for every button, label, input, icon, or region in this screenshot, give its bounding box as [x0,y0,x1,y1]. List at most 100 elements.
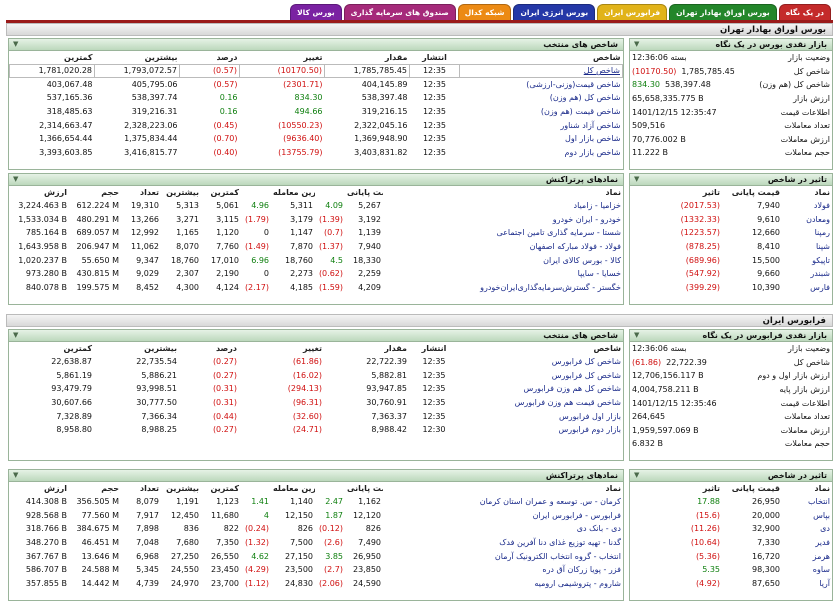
table-row[interactable]: 3,224.463 B 612.224 M 19,310 5,313 5,061 4.96… [9,199,623,213]
collapse-arrow-icon[interactable]: ▼ [634,175,640,183]
tab-1[interactable]: بورس اوراق بهادار تهران [669,4,777,21]
symbol[interactable]: فدیر [815,538,830,548]
table-row[interactable]: (11.26) 32,900 دی [630,522,832,536]
table-row[interactable]: 840.078 B 199.575 M 8,452 4,300 4,124 (2.17) 4… [9,281,623,295]
table-row[interactable]: 318,485.63 319,216.31 0.16 494.66 319,216.15… [10,105,623,119]
collapse-arrow-icon[interactable]: ▼ [634,40,640,48]
table-row[interactable]: 22,638.87 22,735.54 (0.27) (61.86) 22,722.39… [9,355,623,369]
tab-6[interactable]: بورس کالا [290,4,342,21]
index-name[interactable]: شاخص کل فرابورس [551,370,621,380]
collapse-arrow-icon[interactable]: ▼ [13,175,19,183]
symbol[interactable]: رمپنا [814,228,830,238]
active-name[interactable]: فولاد - فولاد مبارکه اصفهان [529,242,621,252]
active-name[interactable]: خسایا - سایپا [577,269,621,279]
tab-5[interactable]: صندوق های سرمایه گذاری [343,4,456,21]
index-name[interactable]: بازار دوم فرابورس [558,425,621,435]
tab-3[interactable]: بورس انرژی ایران [513,4,596,21]
symbol[interactable]: دی [820,524,830,534]
table-row[interactable]: (4.92) 87,650 آریا [630,577,832,591]
symbol[interactable]: شبندر [810,269,830,279]
symbol[interactable]: ومعادن [806,214,830,224]
active-name[interactable]: خودرو - ایران خودرو [552,214,621,224]
table-row[interactable]: 7,328.89 7,366.34 (0.44) (32.60) 7,363.37 12:… [9,409,623,423]
symbol[interactable]: فارس [810,282,830,292]
collapse-arrow-icon[interactable]: ▼ [634,331,640,339]
table-row[interactable]: (1332.33) 9,610 ومعادن [630,213,832,227]
table-row[interactable]: (10.64) 7,330 فدیر [630,536,832,550]
index-name[interactable]: شاخص کل [459,63,623,79]
active-name[interactable]: شاروم - پتروشیمی اروميه [534,578,621,588]
index-name[interactable]: شاخص آزاد شناور [560,120,621,130]
table-row[interactable]: (1223.57) 12,660 رمپنا [630,226,832,240]
table-row[interactable]: 1,781,020.28 1,793,072.57 (0.57) (10170.50)… [9,63,623,79]
collapse-arrow-icon[interactable]: ▼ [13,40,19,48]
collapse-arrow-icon[interactable]: ▼ [634,471,640,479]
active-name[interactable]: انتخاب - گروه انتخاب الکترونیک آرمان [494,551,621,561]
column-header: آخرین معامله [273,484,315,493]
table-row[interactable]: 2,314,663.47 2,328,223.06 (0.45) (10550.23)… [10,118,623,132]
tab-0[interactable]: در یک نگاه [778,4,831,21]
table-row[interactable]: (5.36) 16,720 هرمز [630,549,832,563]
table-row[interactable]: (399.29) 10,390 فارس [630,281,832,295]
symbol[interactable]: فولاد [813,201,830,211]
index-name[interactable]: شاخص کل (هم وزن) [549,93,621,103]
table-row[interactable]: 5,861.19 5,886.21 (0.27) (16.02) 5,882.81 12:… [9,369,623,383]
table-row[interactable]: 93,479.79 93,998.51 (0.31) (294.13) 93,947.8… [9,382,623,396]
index-name[interactable]: شاخص قیمت(وزنی-ارزشی) [526,80,621,90]
symbol[interactable]: هرمز [812,551,830,561]
tab-2[interactable]: فرابورس ایران [597,4,668,21]
index-name[interactable]: شاخص کل فرابورس [551,357,621,367]
table-row[interactable]: (547.92) 9,660 شبندر [630,267,832,281]
table-row[interactable]: 403,067.48 405,795.06 (0.57) (2301.71) 404,1… [10,78,623,92]
table-row[interactable]: 367.767 B 13.646 M 6,968 27,250 26,550 4.62 27… [9,549,623,563]
active-last: 1,147 [290,228,313,238]
index-name[interactable]: شاخص کل هم وزن فرابورس [523,384,621,394]
symbol[interactable]: ساوه [812,565,830,575]
index-name[interactable]: بازار اول فرابورس [558,411,621,421]
tab-4[interactable]: شبکه کدال [457,4,512,21]
table-row[interactable]: 8,958.80 8,988.25 (0.27) (24.71) 8,988.42 12:… [9,423,623,437]
table-row[interactable]: 1,366,654.44 1,375,834.44 (0.70) (9636.40) 1… [10,132,623,146]
active-name[interactable]: خزامیا - زامیاد [573,201,621,211]
index-name[interactable]: شاخص قیمت هم وزن فرابورس [514,398,621,408]
collapse-arrow-icon[interactable]: ▼ [13,471,19,479]
active-name[interactable]: گدنا - تهیه توزیع غذای دنا آفرین فدک [499,538,621,548]
table-row[interactable]: 586.707 B 24.588 M 5,345 24,550 23,450 (4.29)… [9,563,623,577]
table-row[interactable]: 348.270 B 46.451 M 7,048 7,680 7,350 (1.32) 7,… [9,536,623,550]
table-row[interactable]: 537,165.36 538,397.74 0.16 834.30 538,397.48… [10,91,623,105]
table-row[interactable]: 928.568 B 77.560 M 7,917 12,450 11,680 4 12,15… [9,509,623,523]
index-name[interactable]: شاخص بازار دوم [564,147,621,157]
table-row[interactable]: (878.25) 8,410 شپنا [630,240,832,254]
symbol[interactable]: بپاس [813,510,830,520]
active-name[interactable]: شستا - سرمایه گذاری تامین اجتماعی [496,228,621,238]
table-row[interactable]: 30,607.66 30,777.50 (0.31) (96.31) 30,760.91… [9,396,623,410]
table-row[interactable]: 1,020.237 B 55.650 M 9,347 18,760 17,010 6.96… [9,253,623,267]
active-name[interactable]: خگستر - گسترش‌سرمایه‌گذاری‌ایران‌خودرو [480,282,621,292]
active-name[interactable]: کالا - بورس کالای ایران [543,255,621,265]
table-row[interactable]: 5.35 98,300 ساوه [630,563,832,577]
table-row[interactable]: 3,393,603.85 3,416,815.77 (0.40) (13755.79)… [10,146,623,160]
table-row[interactable]: 318.766 B 384.675 M 7,898 836 822 (0.24) 826 (0… [9,522,623,536]
table-row[interactable]: (689.96) 15,500 تاپیکو [630,253,832,267]
table-row[interactable]: 17.88 26,950 انتخاب [630,495,832,509]
active-last: 1,140 [290,497,313,507]
active-name[interactable]: فرابورس - فرابورس ایران [532,510,621,520]
index-name[interactable]: شاخص قیمت (هم وزن) [540,107,621,117]
table-row[interactable]: (15.6) 20,000 بپاس [630,509,832,523]
table-row[interactable]: 414.308 B 356.505 M 8,079 1,191 1,123 1.41 1,1… [9,495,623,509]
table-row[interactable]: 785.164 B 689.057 M 12,992 1,165 1,120 0 1,147… [9,226,623,240]
symbol[interactable]: شپنا [816,242,830,252]
table-row[interactable]: 1,533.034 B 480.291 M 13,266 3,271 3,115 (1.7… [9,213,623,227]
table-row[interactable]: (2017.53) 7,940 فولاد [630,199,832,213]
index-name[interactable]: شاخص بازار اول [565,134,621,144]
table-row[interactable]: 973.280 B 430.815 M 9,029 2,307 2,190 0 2,273 (… [9,267,623,281]
collapse-arrow-icon[interactable]: ▼ [13,331,19,339]
symbol[interactable]: تاپیکو [812,255,830,265]
table-row[interactable]: 357.855 B 14.442 M 4,739 24,970 23,700 (1.12)… [9,577,623,591]
symbol[interactable]: انتخاب [808,497,830,507]
active-name[interactable]: کرمان - س. توسعه و عمران استان کرمان [479,497,621,507]
symbol[interactable]: آریا [819,578,830,588]
active-name[interactable]: دی - بانک دی [576,524,621,534]
active-name[interactable]: فزر - پویا زرکان آق دره [542,565,621,575]
table-row[interactable]: 1,643.958 B 206.947 M 11,062 8,070 7,760 (1.4… [9,240,623,254]
